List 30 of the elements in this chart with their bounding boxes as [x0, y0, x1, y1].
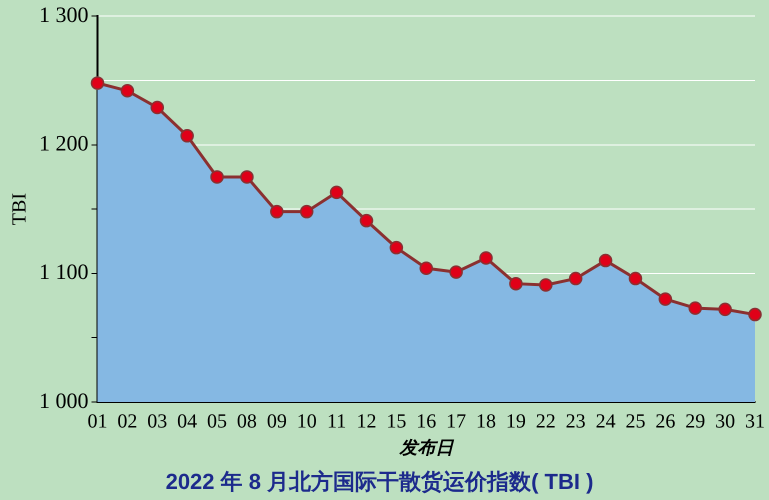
- y-tick-label: 1 100: [39, 259, 88, 284]
- x-tick-label: 23: [566, 410, 586, 432]
- text: 2022 年 8 月北方国际干散货运价指数( TBI ): [166, 468, 594, 494]
- x-tick-label: 08: [236, 410, 257, 432]
- x-tick-label: 05: [207, 410, 228, 432]
- x-tick-label: 19: [506, 410, 526, 432]
- x-tick-label: 02: [117, 410, 138, 432]
- x-tick-label: 31: [745, 410, 765, 432]
- x-tick-label: 15: [386, 410, 406, 432]
- x-tick-label: 17: [446, 410, 466, 432]
- x-tick-label: 18: [476, 410, 496, 432]
- x-tick-label: 30: [715, 410, 736, 432]
- x-tick-label: 01: [88, 410, 108, 432]
- x-tick-label: 11: [326, 410, 346, 432]
- y-tick-label: 1 300: [39, 2, 88, 27]
- x-tick-label: 25: [625, 410, 646, 432]
- x-tick-label: 09: [266, 410, 287, 432]
- y-axis-title: TBI: [8, 192, 30, 226]
- x-tick-label: 26: [655, 410, 676, 432]
- x-tick-label: 29: [685, 410, 706, 432]
- x-tick-label: 24: [596, 410, 616, 432]
- x-tick-label: 22: [536, 410, 556, 432]
- x-tick-label: 03: [147, 410, 168, 432]
- x-tick-label: 04: [177, 410, 198, 432]
- x-tick-label: 10: [296, 410, 317, 432]
- x-tick-label: 12: [356, 410, 376, 432]
- y-tick-label: 1 200: [39, 130, 88, 156]
- x-axis-title: 发布日: [398, 437, 454, 458]
- y-tick-label: 1 000: [39, 388, 88, 413]
- x-tick-label: 16: [416, 410, 436, 432]
